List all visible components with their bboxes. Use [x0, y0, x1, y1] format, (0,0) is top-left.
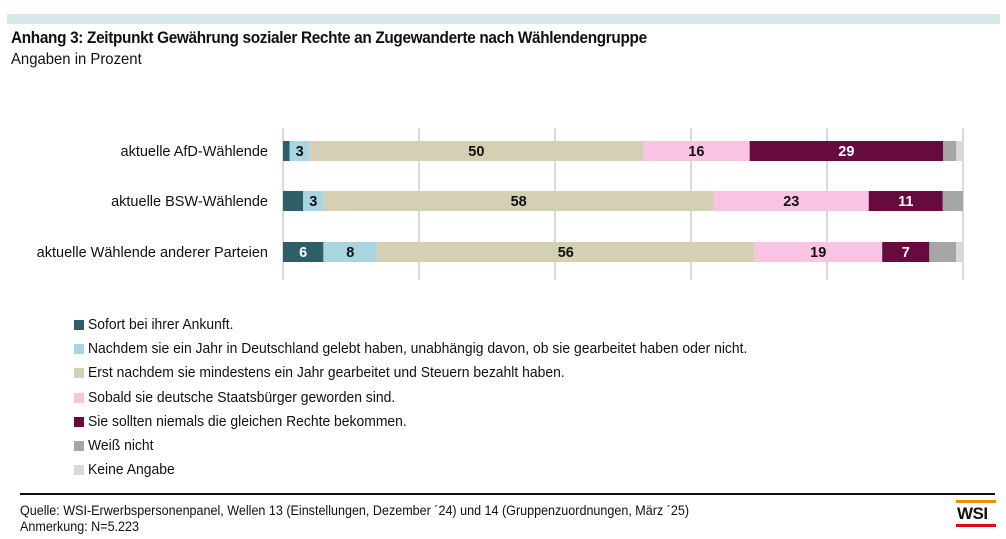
data-label: 11 — [898, 194, 913, 210]
logo-text: WSI — [957, 504, 988, 523]
legend-item: Sofort bei ihrer Ankunft. — [74, 313, 775, 337]
data-label: 50 — [468, 144, 484, 160]
bar-segment — [309, 141, 643, 161]
legend-item: Nachdem sie ein Jahr in Deutschland gele… — [74, 337, 775, 361]
wsi-logo: WSI — [956, 500, 996, 530]
legend-item: Erst nachdem sie mindestens ein Jahr gea… — [74, 361, 775, 385]
bar-segment — [868, 191, 943, 211]
legend-swatch — [74, 416, 84, 427]
data-label: 3 — [296, 144, 304, 160]
legend-label: Nachdem sie ein Jahr in Deutschland gele… — [88, 341, 748, 358]
bar-segment — [956, 141, 963, 161]
category-label: aktuelle AfD-Wählende — [121, 144, 269, 160]
data-label: 19 — [810, 245, 826, 261]
bar-segment — [377, 242, 755, 262]
stacked-bar-chart: aktuelle AfD-Wählende aktuelle BSW-Wählen… — [37, 128, 964, 280]
legend-swatch — [74, 441, 84, 452]
bar-segment — [283, 191, 304, 211]
bar-segment — [882, 242, 930, 262]
legend-item: Weiß nicht — [74, 434, 775, 458]
logo-bottom-line — [956, 524, 996, 527]
legend: Sofort bei ihrer Ankunft. Nachdem sie ein… — [74, 313, 775, 482]
category-label: aktuelle BSW-Wählende — [111, 194, 268, 210]
data-label: 6 — [299, 245, 307, 261]
legend-label: Keine Angabe — [88, 462, 175, 479]
data-label: 58 — [511, 194, 527, 210]
source-note: Quelle: WSI-Erwerbspersonenpanel, Wellen… — [20, 503, 690, 518]
bar-segment — [283, 141, 290, 161]
bar-segment — [289, 141, 310, 161]
bar-segment — [943, 141, 957, 161]
legend-item: Keine Angabe — [74, 458, 775, 482]
legend-item: Sobald sie deutsche Staatsbürger geworde… — [74, 386, 775, 410]
legend-swatch — [74, 344, 84, 355]
top-band — [7, 14, 1000, 24]
bar-segment — [956, 242, 963, 262]
chart-subtitle: Angaben in Prozent — [11, 51, 142, 68]
bar-segment — [929, 242, 957, 262]
category-labels: aktuelle AfD-Wählende aktuelle BSW-Wählen… — [37, 144, 268, 261]
bar-segment — [283, 242, 324, 262]
value-labels: 3 50 16 29 3 58 23 11 6 8 56 19 7 — [296, 144, 914, 261]
annotation-note: Anmerkung: N=5.223 — [20, 519, 140, 534]
legend-label: Erst nachdem sie mindestens ein Jahr gea… — [88, 365, 565, 382]
bar-segment — [713, 191, 869, 211]
legend-swatch — [74, 368, 84, 379]
legend-item: Sie sollten niemals die gleichen Rechte … — [74, 410, 775, 434]
legend-swatch — [74, 392, 84, 403]
bar-segment — [643, 141, 750, 161]
data-label: 8 — [346, 245, 354, 261]
data-label: 7 — [902, 245, 910, 261]
legend-label: Weiß nicht — [88, 438, 154, 455]
bar-segment — [303, 191, 324, 211]
bars — [283, 141, 963, 262]
data-label: 56 — [558, 245, 574, 261]
legend-swatch — [74, 465, 84, 476]
footer-rule — [20, 493, 995, 495]
data-label: 3 — [309, 194, 317, 210]
data-label: 23 — [783, 194, 799, 210]
data-label: 16 — [688, 144, 704, 160]
bar-segment — [323, 191, 714, 211]
bar-segment — [754, 242, 883, 262]
bar-segment — [942, 191, 963, 211]
logo-top-line — [956, 500, 996, 503]
bar-segment — [323, 242, 378, 262]
legend-label: Sobald sie deutsche Staatsbürger geworde… — [88, 389, 396, 406]
legend-swatch — [74, 320, 84, 331]
chart-title: Anhang 3: Zeitpunkt Gewährung sozialer R… — [11, 29, 647, 47]
legend-label: Sie sollten niemals die gleichen Rechte … — [88, 413, 407, 430]
bar-segment — [749, 141, 943, 161]
legend-label: Sofort bei ihrer Ankunft. — [88, 317, 234, 334]
data-label: 29 — [838, 144, 854, 160]
category-label: aktuelle Wählende anderer Parteien — [37, 245, 268, 261]
